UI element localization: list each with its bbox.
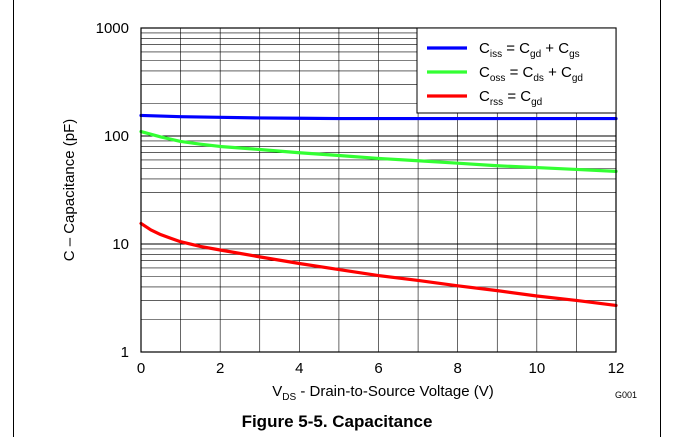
y-tick-label: 100 [104, 128, 129, 145]
legend-label-crss: Crss = Cgd [479, 88, 542, 108]
plot-border [140, 27, 617, 353]
series-lines [139, 113, 618, 308]
x-axis-label: VDS - Drain-to-Source Voltage (V) [272, 383, 494, 403]
series-line-coss [139, 129, 618, 174]
legend-label-coss: Coss = Cds + Cgd [479, 64, 583, 84]
y-tick-label: 1 [121, 344, 129, 361]
x-tick-labels: 0 2 4 6 8 10 12 [137, 360, 625, 377]
x-tick-label: 10 [528, 360, 545, 377]
y-axis-label: C – Capacitance (pF) [61, 119, 78, 262]
x-tick-label: 8 [453, 360, 461, 377]
y-tick-label: 10 [112, 236, 129, 253]
x-tick-label: 4 [295, 360, 303, 377]
figure-id: G001 [615, 390, 637, 400]
x-tick-label: 2 [216, 360, 224, 377]
figure-caption: Figure 5-5. Capacitance [242, 412, 433, 431]
x-tick-label: 12 [608, 360, 625, 377]
y-tick-label: 1000 [96, 20, 129, 37]
legend: Ciss = Cgd + Cgs Coss = Cds + Cgd Crss = C… [416, 27, 617, 114]
frame-right-edge [660, 0, 661, 437]
legend-label-ciss: Ciss = Cgd + Cgs [479, 40, 580, 60]
series-line-ciss [139, 113, 618, 121]
x-tick-label: 0 [137, 360, 145, 377]
series-line-crss [139, 221, 618, 308]
y-tick-labels: 1 10 100 1000 [96, 20, 129, 361]
x-tick-label: 6 [374, 360, 382, 377]
frame-left-edge [13, 0, 14, 437]
